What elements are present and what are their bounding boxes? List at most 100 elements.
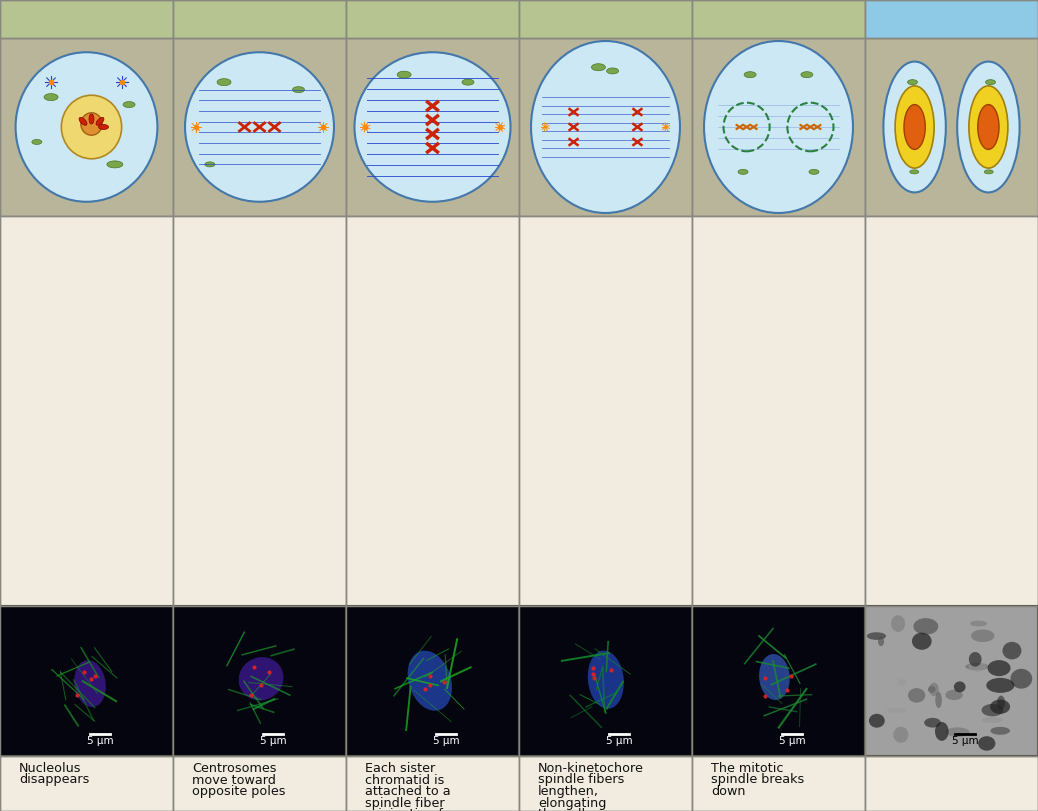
Ellipse shape	[293, 87, 304, 92]
Text: disappears: disappears	[19, 358, 89, 371]
Bar	[865, 38, 1038, 216]
Text: plate separates: plate separates	[884, 295, 984, 308]
Ellipse shape	[982, 704, 1004, 716]
Text: Prophase: Prophase	[39, 10, 134, 28]
Text: •: •	[355, 295, 363, 308]
Ellipse shape	[968, 662, 986, 672]
Bar	[0, 606, 173, 756]
Text: Each sister: Each sister	[365, 762, 435, 775]
Text: •: •	[874, 284, 882, 297]
Text: kinetochores: kinetochores	[192, 350, 274, 363]
Bar	[173, 38, 346, 216]
Ellipse shape	[946, 727, 969, 737]
Text: •: •	[182, 272, 190, 285]
Text: condense and: condense and	[19, 242, 109, 255]
Text: are pulled toward: are pulled toward	[538, 330, 651, 343]
Text: Non-kinetochore: Non-kinetochore	[538, 762, 644, 775]
Text: 5 μm: 5 μm	[605, 736, 632, 746]
Text: spindle fiber: spindle fiber	[365, 384, 444, 397]
Ellipse shape	[990, 700, 1010, 714]
Bar	[0, 38, 173, 216]
Text: originating from: originating from	[365, 808, 468, 811]
Text: opposite poles: opposite poles	[192, 392, 285, 405]
Text: Chromosomes: Chromosomes	[711, 230, 802, 243]
Bar	[519, 38, 692, 216]
Ellipse shape	[809, 169, 819, 174]
Ellipse shape	[985, 79, 995, 84]
Ellipse shape	[898, 679, 906, 686]
Text: daughter cells: daughter cells	[884, 264, 976, 277]
Ellipse shape	[801, 71, 813, 78]
Ellipse shape	[928, 686, 935, 693]
Text: 5 μm: 5 μm	[778, 736, 805, 746]
Ellipse shape	[44, 93, 58, 101]
Ellipse shape	[75, 660, 106, 707]
Ellipse shape	[588, 650, 624, 709]
Ellipse shape	[32, 139, 42, 144]
Ellipse shape	[217, 79, 231, 86]
Bar	[865, 216, 1038, 606]
Text: Nucleolus: Nucleolus	[19, 346, 82, 359]
Text: Centrosomes: Centrosomes	[192, 369, 276, 382]
Text: •: •	[182, 315, 190, 328]
Text: at opposite poles: at opposite poles	[365, 264, 475, 277]
Text: opposite poles: opposite poles	[365, 407, 459, 420]
Text: of the cell: of the cell	[365, 276, 429, 289]
Text: 5 μm: 5 μm	[86, 736, 113, 746]
Text: the cell: the cell	[538, 808, 585, 811]
Text: •: •	[182, 230, 190, 243]
Ellipse shape	[878, 637, 884, 646]
Ellipse shape	[969, 620, 987, 626]
Text: spindle breaks: spindle breaks	[711, 774, 804, 787]
Text: Cytokinesis: Cytokinesis	[894, 10, 1010, 28]
Text: move toward: move toward	[192, 774, 276, 787]
Ellipse shape	[185, 52, 334, 202]
Ellipse shape	[1010, 669, 1032, 689]
Text: centromeres: centromeres	[192, 295, 273, 308]
Text: Non-kinetochore: Non-kinetochore	[538, 361, 644, 374]
Bar	[173, 756, 346, 811]
Ellipse shape	[704, 41, 853, 213]
Ellipse shape	[759, 654, 790, 700]
Text: •: •	[528, 230, 537, 243]
Text: Mitotic spindle: Mitotic spindle	[192, 315, 285, 328]
Text: lengthen,: lengthen,	[538, 785, 599, 798]
Bar	[173, 0, 346, 38]
Ellipse shape	[398, 71, 411, 78]
Text: •: •	[9, 230, 18, 243]
Ellipse shape	[954, 681, 965, 693]
Text: originating from: originating from	[365, 396, 468, 409]
Ellipse shape	[606, 68, 619, 74]
Text: Cohesin proteins: Cohesin proteins	[538, 230, 646, 243]
Text: (now called: (now called	[538, 307, 611, 320]
Text: Centrosomes: Centrosomes	[192, 762, 276, 775]
Bar	[519, 606, 692, 756]
Bar	[346, 216, 519, 606]
Text: Metaphase: Metaphase	[377, 10, 488, 28]
Text: spindle breaks: spindle breaks	[711, 361, 804, 374]
Text: •: •	[355, 350, 363, 363]
Ellipse shape	[894, 727, 908, 743]
Ellipse shape	[908, 688, 925, 702]
Text: •: •	[701, 284, 709, 297]
Ellipse shape	[987, 660, 1011, 676]
Bar	[865, 756, 1038, 811]
Ellipse shape	[354, 52, 511, 202]
Text: the daughter: the daughter	[884, 307, 967, 320]
Ellipse shape	[990, 727, 1010, 735]
Text: elongating: elongating	[538, 796, 606, 809]
Text: down: down	[711, 785, 745, 798]
Text: •: •	[9, 346, 18, 359]
Ellipse shape	[907, 79, 918, 84]
Text: poles and begin: poles and begin	[711, 253, 813, 266]
Ellipse shape	[912, 633, 932, 650]
Ellipse shape	[869, 714, 884, 727]
Ellipse shape	[744, 71, 756, 78]
Text: are lined up at: are lined up at	[365, 307, 458, 320]
Ellipse shape	[239, 657, 283, 701]
Bar	[519, 0, 692, 38]
Text: Chromosomes: Chromosomes	[365, 295, 457, 308]
Bar	[519, 756, 692, 811]
Bar	[173, 216, 346, 606]
Ellipse shape	[61, 95, 121, 159]
